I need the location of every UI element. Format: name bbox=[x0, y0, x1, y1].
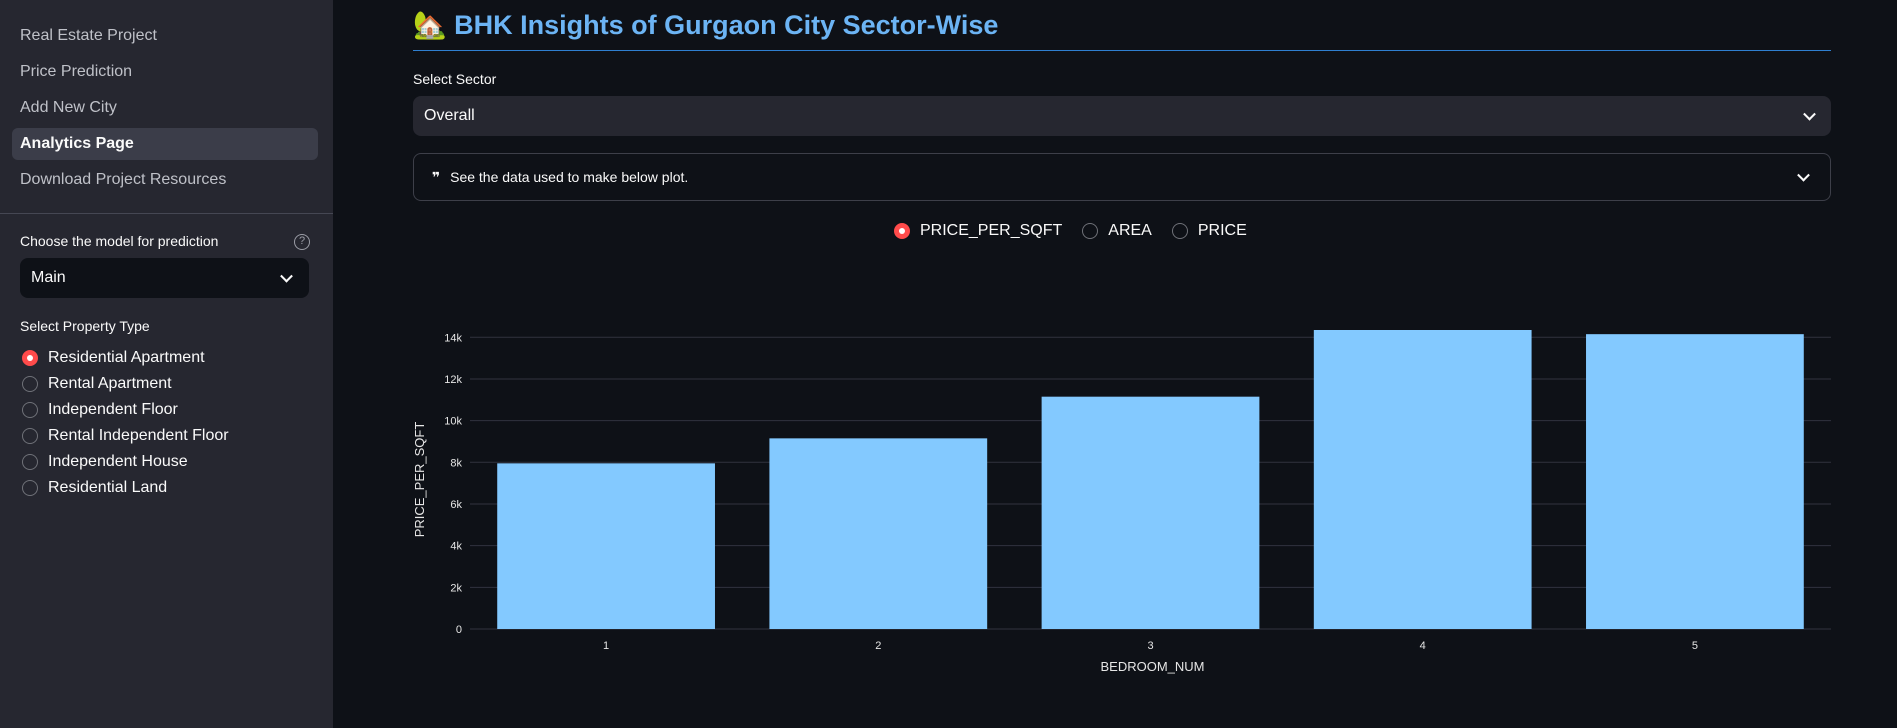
property-type-option-label: Independent House bbox=[48, 453, 188, 470]
metric-option-area[interactable]: AREA bbox=[1082, 218, 1152, 244]
metric-option-price-per-sqft[interactable]: PRICE_PER_SQFT bbox=[894, 218, 1062, 244]
radio-unselected-icon bbox=[22, 454, 38, 470]
chevron-down-icon bbox=[1797, 168, 1810, 182]
sector-select-label: Select Sector bbox=[413, 71, 497, 87]
sidebar: Real Estate Project Price Prediction Add… bbox=[0, 0, 333, 728]
chevron-down-icon bbox=[280, 269, 293, 283]
x-tick-label: 1 bbox=[603, 640, 609, 652]
property-type-label: Select Property Type bbox=[20, 318, 150, 334]
property-type-option[interactable]: Residential Apartment bbox=[22, 345, 229, 371]
house-icon: 🏡 bbox=[413, 10, 447, 40]
property-type-option[interactable]: Rental Independent Floor bbox=[22, 423, 229, 449]
radio-unselected-icon bbox=[22, 480, 38, 496]
radio-unselected-icon bbox=[1171, 223, 1188, 239]
metric-radio-group: PRICE_PER_SQFT AREA PRICE bbox=[894, 220, 1267, 242]
sector-select-value: Overall bbox=[424, 107, 475, 124]
x-tick-label: 2 bbox=[875, 640, 881, 652]
property-type-radio-group: Residential Apartment Rental Apartment I… bbox=[22, 345, 229, 501]
y-tick-label: 0 bbox=[456, 624, 462, 636]
metric-option-label: AREA bbox=[1108, 222, 1152, 239]
y-tick-label: 10k bbox=[444, 416, 462, 428]
radio-unselected-icon bbox=[22, 428, 38, 444]
y-tick-label: 2k bbox=[450, 582, 462, 594]
model-select[interactable]: Main bbox=[20, 258, 309, 298]
property-type-option[interactable]: Independent Floor bbox=[22, 397, 229, 423]
nav-item-analytics-page[interactable]: Analytics Page bbox=[12, 128, 318, 160]
model-select-value: Main bbox=[31, 269, 66, 286]
sidebar-nav: Real Estate Project Price Prediction Add… bbox=[12, 20, 318, 200]
quote-icon: ❞ bbox=[432, 169, 441, 185]
metric-option-label: PRICE_PER_SQFT bbox=[920, 222, 1063, 239]
property-type-option-label: Residential Land bbox=[48, 479, 168, 496]
metric-option-label: PRICE bbox=[1197, 222, 1247, 239]
bar bbox=[497, 463, 715, 629]
radio-unselected-icon bbox=[22, 402, 38, 418]
page-title-text: BHK Insights of Gurgaon City Sector-Wise bbox=[454, 10, 999, 40]
bar bbox=[1313, 330, 1532, 629]
nav-item-download-project-resources[interactable]: Download Project Resources bbox=[20, 171, 227, 188]
radio-selected-icon bbox=[22, 350, 38, 366]
property-type-option-label: Rental Independent Floor bbox=[48, 427, 229, 444]
bhk-bar-chart: 0 2k 4k 6k 8k 10k 12k 14k 1 2 3 4 5 BEDROOM_NUM PRICE_… bbox=[412, 330, 1831, 674]
data-expander[interactable]: ❞ See the data used to make below plot. bbox=[413, 153, 1831, 201]
property-type-option[interactable]: Independent House bbox=[22, 449, 229, 475]
property-type-option-label: Rental Apartment bbox=[48, 375, 172, 392]
nav-item-real-estate-project[interactable]: Real Estate Project bbox=[20, 27, 157, 44]
page-title: 🏡 BHK Insights of Gurgaon City Sector-Wi… bbox=[413, 8, 998, 42]
bar bbox=[769, 438, 988, 629]
help-icon[interactable]: ? bbox=[294, 234, 310, 250]
sidebar-divider bbox=[0, 213, 333, 214]
bar bbox=[1586, 334, 1804, 629]
nav-item-price-prediction[interactable]: Price Prediction bbox=[20, 63, 133, 80]
x-tick-label: 3 bbox=[1147, 640, 1153, 652]
y-tick-label: 12k bbox=[444, 374, 462, 386]
sector-select[interactable]: Overall bbox=[413, 96, 1831, 136]
property-type-option-label: Residential Apartment bbox=[48, 349, 205, 366]
y-axis-title: PRICE_PER_SQFT bbox=[412, 422, 427, 538]
y-tick-label: 6k bbox=[450, 499, 462, 511]
x-tick-label: 4 bbox=[1420, 640, 1426, 652]
bar bbox=[1041, 396, 1260, 629]
chevron-down-icon bbox=[1803, 107, 1816, 121]
x-tick-label: 5 bbox=[1692, 640, 1698, 652]
nav-item-add-new-city[interactable]: Add New City bbox=[20, 99, 117, 116]
title-divider bbox=[413, 50, 1831, 51]
metric-option-price[interactable]: PRICE bbox=[1171, 218, 1247, 244]
data-expander-label: See the data used to make below plot. bbox=[450, 169, 689, 185]
y-tick-label: 14k bbox=[444, 332, 462, 344]
radio-unselected-icon bbox=[22, 376, 38, 392]
property-type-option[interactable]: Rental Apartment bbox=[22, 371, 229, 397]
y-tick-label: 4k bbox=[450, 541, 462, 553]
radio-selected-icon bbox=[894, 223, 910, 239]
radio-unselected-icon bbox=[1082, 223, 1099, 239]
property-type-option-label: Independent Floor bbox=[48, 401, 178, 418]
property-type-option[interactable]: Residential Land bbox=[22, 475, 229, 501]
model-select-label: Choose the model for prediction bbox=[20, 233, 219, 249]
x-axis-title: BEDROOM_NUM bbox=[1100, 659, 1204, 674]
y-tick-label: 8k bbox=[450, 457, 462, 469]
